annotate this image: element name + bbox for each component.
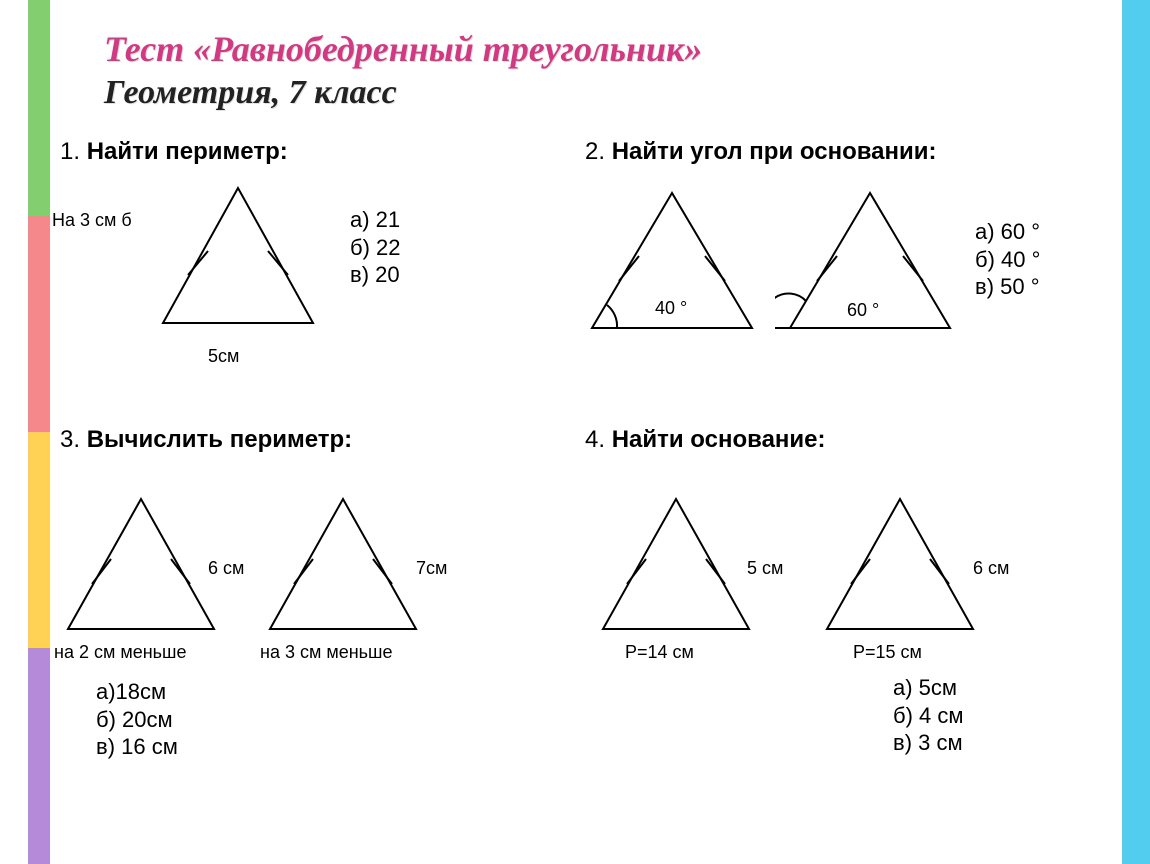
q1-side-note: На 3 см б (52, 210, 132, 231)
q2-triangle-b-icon (775, 188, 965, 348)
q3-opt-a: а)18см (96, 678, 178, 706)
page-subtitle: Геометрия, 7 класс (104, 74, 1110, 112)
question-3: 3. Вычислить периметр: 6 см на 2 см мень… (60, 426, 585, 756)
q3-opt-b: б) 20см (96, 706, 178, 734)
q3-opt-c: в) 16 см (96, 733, 178, 761)
q3-triangle-b-icon (258, 494, 428, 639)
q4-label: 4. Найти основание: (585, 426, 1110, 454)
q4-a-side: 5 см (747, 558, 783, 579)
q4-triangle-a-icon (591, 494, 761, 639)
q1-opt-a: а) 21 (350, 206, 401, 234)
q1-base-label: 5см (208, 346, 239, 367)
q4-opt-c: в) 3 см (893, 729, 964, 757)
slide-content: Тест «Равнобедренный треугольник» Геомет… (60, 28, 1110, 864)
q3-b-side: 7см (416, 558, 447, 579)
q4-a-note: P=14 см (625, 642, 694, 663)
question-4: 4. Найти основание: 5 см P=14 см 6 см P=… (585, 426, 1110, 756)
q3-options: а)18см б) 20см в) 16 см (96, 678, 178, 761)
q1-options: а) 21 б) 22 в) 20 (350, 206, 401, 289)
page-title: Тест «Равнобедренный треугольник» (104, 28, 1110, 70)
q3-a-side: 6 см (208, 558, 244, 579)
row-1: 1. Найти периметр: На 3 см б 5см а) 21 б… (60, 138, 1110, 378)
q4-opt-b: б) 4 см (893, 702, 964, 730)
q1-triangle-icon (138, 183, 338, 338)
q3-b-note: на 3 см меньше (260, 642, 393, 663)
q3-label: 3. Вычислить периметр: (60, 426, 585, 454)
cyan-sidebar (1122, 0, 1150, 864)
question-2: 2. Найти угол при основании: 40 ° (585, 138, 1110, 378)
q2-label: 2. Найти угол при основании: (585, 138, 1110, 166)
q2-opt-c: в) 50 ° (975, 273, 1040, 301)
q1-opt-b: б) 22 (350, 234, 401, 262)
question-1: 1. Найти периметр: На 3 см б 5см а) 21 б… (60, 138, 585, 378)
q2-options: а) 60 ° б) 40 ° в) 50 ° (975, 218, 1040, 301)
q2-tri-a-label: 40 ° (655, 298, 687, 319)
q1-label: 1. Найти периметр: (60, 138, 585, 166)
q2-opt-b: б) 40 ° (975, 246, 1040, 274)
q4-opt-a: а) 5см (893, 674, 964, 702)
q3-a-note: на 2 см меньше (54, 642, 187, 663)
q4-options: а) 5см б) 4 см в) 3 см (893, 674, 964, 757)
q4-triangle-b-icon (815, 494, 985, 639)
q4-b-note: P=15 см (853, 642, 922, 663)
q1-opt-c: в) 20 (350, 261, 401, 289)
rainbow-sidebar (28, 0, 50, 864)
row-2: 3. Вычислить периметр: 6 см на 2 см мень… (60, 426, 1110, 756)
q4-b-side: 6 см (973, 558, 1009, 579)
q2-tri-b-label: 60 ° (847, 300, 879, 321)
q3-triangle-a-icon (56, 494, 226, 639)
q2-opt-a: а) 60 ° (975, 218, 1040, 246)
